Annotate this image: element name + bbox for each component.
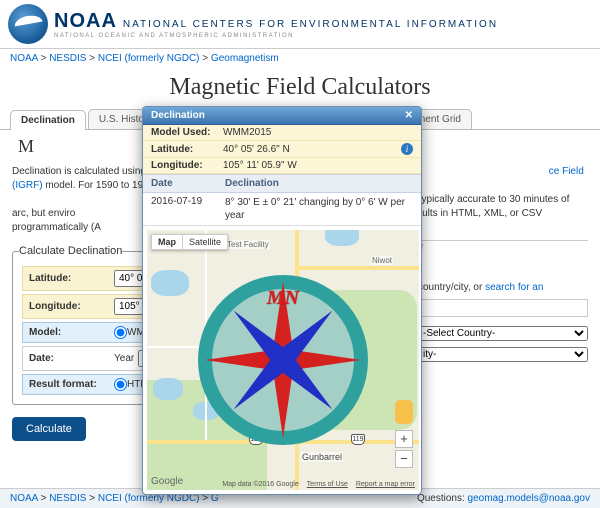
- footer-contact: Questions: geomag.models@noaa.gov: [417, 493, 590, 504]
- map-type-satellite[interactable]: Satellite: [182, 234, 228, 250]
- google-logo: Google: [151, 476, 183, 487]
- dlat-value: 40° 05' 26.6" N: [223, 144, 401, 155]
- map-label-gunbarrel: Gunbarrel: [301, 452, 343, 462]
- country-select[interactable]: -Select Country-: [418, 326, 588, 341]
- crumb-nesdis[interactable]: NESDIS: [49, 53, 86, 64]
- compass-mn-label: MN: [267, 287, 299, 310]
- map-data: Map data ©2016 Google: [222, 481, 298, 488]
- foot-nesdis[interactable]: NESDIS: [49, 493, 86, 504]
- result-radio-html[interactable]: [114, 378, 127, 391]
- location-lookup: e country/city, or search for an -Select…: [418, 240, 588, 365]
- zoom-control: + −: [395, 430, 413, 468]
- dlat-label: Latitude:: [151, 144, 223, 155]
- road-top: [295, 266, 419, 270]
- map-type-control: Map Satellite: [151, 234, 228, 250]
- map-attribution: Map data ©2016 Google Terms of Use Repor…: [216, 481, 415, 488]
- lookup-search-link[interactable]: search for an: [485, 282, 543, 293]
- questions-email[interactable]: geomag.models@noaa.gov: [468, 493, 590, 504]
- declination-dialog: Declination ✕ Model Used: WMM2015 Latitu…: [142, 106, 422, 495]
- dlon-label: Longitude:: [151, 160, 223, 171]
- map-lake4: [325, 230, 359, 246]
- dialog-result-row: 2016-07-19 8° 30' E ± 0° 21' changing by…: [143, 193, 421, 226]
- hdr-decl: Declination: [225, 178, 279, 189]
- dialog-title: Declination: [151, 110, 205, 121]
- result-date: 2016-07-19: [151, 196, 225, 222]
- dlon-value: 105° 11' 05.9" W: [223, 160, 413, 171]
- zoom-out-button[interactable]: −: [395, 450, 413, 468]
- lon-label: Longitude:: [29, 301, 114, 312]
- crumb-noaa[interactable]: NOAA: [10, 53, 38, 64]
- map[interactable]: 119 119 Mountain Test Facility Niwot Gun…: [147, 230, 419, 490]
- result-decl: 8° 30' E ± 0° 21' changing by 0° 6' W pe…: [225, 196, 413, 222]
- hdr-date: Date: [151, 178, 225, 189]
- foot-noaa[interactable]: NOAA: [10, 493, 38, 504]
- fieldset-legend: Calculate Declination: [19, 245, 122, 257]
- calculate-button[interactable]: Calculate: [12, 417, 86, 441]
- lookup-box[interactable]: [418, 299, 588, 317]
- result-label: Result format:: [29, 379, 114, 390]
- map-container: Map Satellite 119 119 Mountain Test Faci…: [143, 226, 421, 494]
- crumb-geomag[interactable]: Geomagnetism: [211, 53, 279, 64]
- streetview-pegman-icon[interactable]: [395, 400, 413, 424]
- map-lake2: [153, 378, 183, 400]
- dialog-row-model: Model Used: WMM2015: [143, 125, 421, 141]
- model-used-value: WMM2015: [223, 127, 413, 138]
- zoom-in-button[interactable]: +: [395, 430, 413, 448]
- brand-text: NOAA NATIONAL CENTERS FOR ENVIRONMENTAL …: [54, 10, 498, 39]
- compass-icon: MN: [198, 275, 368, 445]
- model-radio-wmm[interactable]: [114, 326, 127, 339]
- questions-label: Questions:: [417, 493, 468, 504]
- date-label: Date:: [29, 353, 114, 364]
- lookup-hint: country/city, or: [418, 282, 485, 293]
- close-icon[interactable]: ✕: [405, 110, 413, 121]
- year-label: Year: [114, 353, 134, 364]
- crumb-ncei[interactable]: NCEI (formerly NGDC): [98, 53, 200, 64]
- brand-subsubtitle: NATIONAL OCEANIC AND ATMOSPHERIC ADMINIS…: [54, 33, 498, 39]
- dialog-result-header: Date Declination: [143, 174, 421, 193]
- lat-label: Latitude:: [29, 273, 114, 284]
- site-header: NOAA NATIONAL CENTERS FOR ENVIRONMENTAL …: [0, 0, 600, 49]
- page-title: Magnetic Field Calculators: [0, 74, 600, 101]
- map-type-map[interactable]: Map: [151, 234, 182, 250]
- model-used-label: Model Used:: [151, 127, 223, 138]
- tab-declination[interactable]: Declination: [10, 110, 86, 130]
- brand-noaa: NOAA: [54, 10, 117, 33]
- dialog-row-lat: Latitude: 40° 05' 26.6" N i: [143, 141, 421, 158]
- brand-subtitle: NATIONAL CENTERS FOR ENVIRONMENTAL INFOR…: [123, 19, 498, 30]
- map-lake1: [151, 270, 189, 296]
- map-report[interactable]: Report a map error: [356, 481, 415, 488]
- map-label-niwot: Niwot: [371, 256, 393, 265]
- noaa-logo-icon: [8, 4, 48, 44]
- dialog-titlebar[interactable]: Declination ✕: [143, 107, 421, 125]
- info-icon[interactable]: i: [401, 143, 413, 155]
- dialog-row-lon: Longitude: 105° 11' 05.9" W: [143, 158, 421, 174]
- breadcrumb: NOAA > NESDIS > NCEI (formerly NGDC) > G…: [0, 49, 600, 68]
- map-terms[interactable]: Terms of Use: [307, 481, 348, 488]
- model-label: Model:: [29, 327, 114, 338]
- city-select[interactable]: ity-: [418, 347, 588, 362]
